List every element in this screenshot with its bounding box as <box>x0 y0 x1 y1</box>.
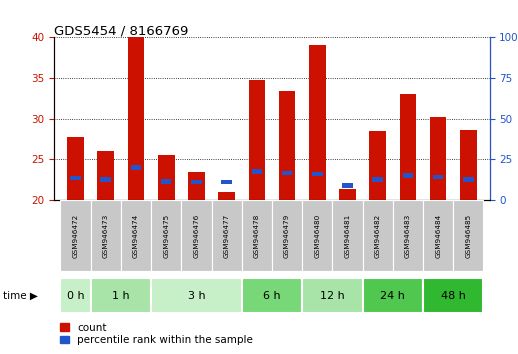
Bar <box>399 94 416 200</box>
Text: GSM946485: GSM946485 <box>465 213 471 258</box>
Bar <box>309 45 326 200</box>
Text: GSM946473: GSM946473 <box>103 213 109 258</box>
Bar <box>423 278 483 313</box>
Bar <box>97 151 114 200</box>
Text: 12 h: 12 h <box>320 291 345 301</box>
Text: GSM946484: GSM946484 <box>435 213 441 258</box>
Bar <box>302 278 363 313</box>
Bar <box>302 200 333 271</box>
Bar <box>252 169 262 174</box>
Bar <box>221 180 232 184</box>
Bar <box>342 183 353 188</box>
Legend: count, percentile rank within the sample: count, percentile rank within the sample <box>60 322 253 345</box>
Bar <box>242 200 272 271</box>
Text: 3 h: 3 h <box>188 291 205 301</box>
Text: GDS5454 / 8166769: GDS5454 / 8166769 <box>54 24 189 37</box>
Bar <box>363 278 423 313</box>
Bar <box>393 200 423 271</box>
Text: 6 h: 6 h <box>263 291 281 301</box>
Text: 1 h: 1 h <box>112 291 130 301</box>
Bar <box>463 177 473 182</box>
Bar <box>453 200 483 271</box>
Bar <box>91 278 151 313</box>
Text: GSM946481: GSM946481 <box>344 213 351 258</box>
Bar <box>127 37 145 200</box>
Bar <box>272 200 302 271</box>
Bar <box>211 200 242 271</box>
Bar <box>67 137 84 200</box>
Bar <box>158 155 175 200</box>
Bar <box>312 172 323 176</box>
Bar <box>372 177 383 182</box>
Bar <box>188 172 205 200</box>
Bar <box>423 200 453 271</box>
Bar <box>218 192 235 200</box>
Bar <box>161 179 171 183</box>
Bar <box>369 131 386 200</box>
Text: GSM946483: GSM946483 <box>405 213 411 258</box>
Text: 0 h: 0 h <box>67 291 84 301</box>
Bar <box>249 80 265 200</box>
Bar <box>191 180 202 184</box>
Text: GSM946478: GSM946478 <box>254 213 260 258</box>
Bar <box>430 117 447 200</box>
Bar <box>181 200 211 271</box>
Bar <box>61 200 91 271</box>
Bar <box>333 200 363 271</box>
Text: GSM946482: GSM946482 <box>375 213 381 258</box>
Bar <box>279 91 295 200</box>
Bar <box>151 278 242 313</box>
Text: GSM946479: GSM946479 <box>284 213 290 258</box>
Bar <box>61 278 91 313</box>
Text: GSM946472: GSM946472 <box>73 213 79 258</box>
Bar <box>100 177 111 182</box>
Text: GSM946476: GSM946476 <box>193 213 199 258</box>
Text: GSM946477: GSM946477 <box>224 213 229 258</box>
Text: time ▶: time ▶ <box>3 291 37 301</box>
Bar <box>91 200 121 271</box>
Bar <box>402 173 413 178</box>
Text: 24 h: 24 h <box>380 291 405 301</box>
Bar <box>151 200 181 271</box>
Text: 48 h: 48 h <box>441 291 466 301</box>
Bar <box>339 189 356 200</box>
Text: GSM946474: GSM946474 <box>133 213 139 258</box>
Bar <box>363 200 393 271</box>
Bar <box>460 130 477 200</box>
Bar <box>242 278 302 313</box>
Bar <box>433 175 443 179</box>
Text: GSM946475: GSM946475 <box>163 213 169 258</box>
Bar <box>121 200 151 271</box>
Bar <box>282 171 292 175</box>
Bar <box>131 165 141 170</box>
Text: GSM946480: GSM946480 <box>314 213 320 258</box>
Bar <box>70 176 81 180</box>
